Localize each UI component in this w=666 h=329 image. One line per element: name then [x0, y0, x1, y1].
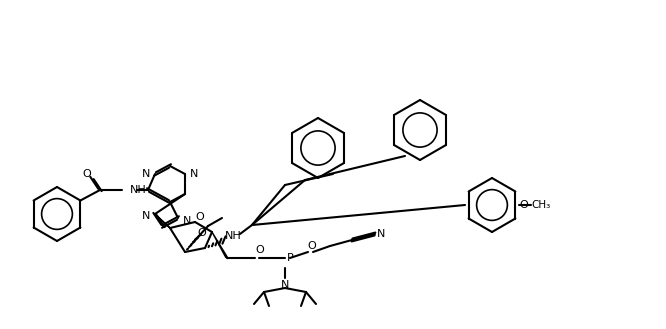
Text: N: N: [377, 229, 385, 239]
Polygon shape: [212, 232, 228, 259]
Text: NH: NH: [224, 231, 241, 241]
Text: O: O: [83, 169, 91, 179]
Text: N: N: [183, 216, 191, 226]
Text: N: N: [142, 169, 150, 179]
Text: N: N: [190, 169, 198, 179]
Text: O: O: [198, 228, 206, 238]
Text: N: N: [281, 280, 289, 290]
Text: O: O: [256, 245, 264, 255]
Text: O: O: [519, 200, 528, 210]
Text: O: O: [196, 212, 204, 222]
Text: CH₃: CH₃: [531, 200, 551, 210]
Text: NH: NH: [130, 185, 147, 195]
Polygon shape: [155, 214, 171, 229]
Text: P: P: [286, 253, 294, 263]
Text: O: O: [308, 241, 316, 251]
Text: N: N: [142, 211, 150, 221]
